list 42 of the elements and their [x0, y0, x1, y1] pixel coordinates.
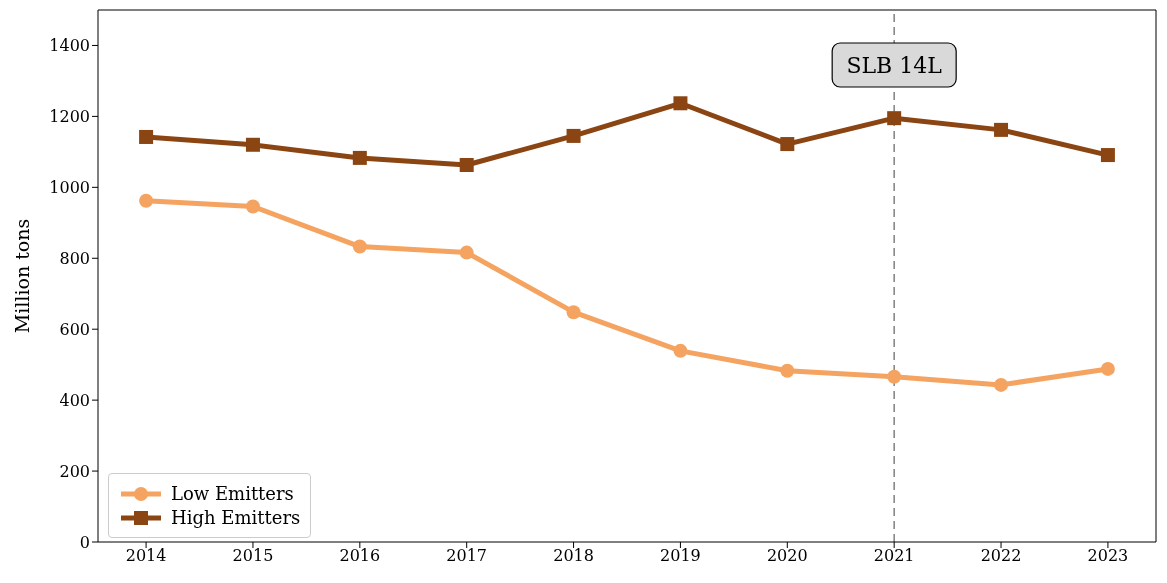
y-axis-title: Million tons: [10, 218, 33, 334]
point: [139, 193, 154, 208]
x-tick-label: 2022: [980, 546, 1022, 566]
point: [780, 363, 795, 378]
point: [459, 245, 474, 260]
point: [245, 199, 260, 214]
x-tick-label: 2019: [660, 546, 701, 566]
y-tick-label: 400: [59, 390, 90, 410]
x-tick-label: 2018: [553, 546, 594, 566]
point: [245, 137, 260, 152]
x-tick-label: 2021: [873, 546, 915, 566]
y-tick-label: 600: [59, 319, 90, 339]
x-tick-label: 2020: [766, 546, 808, 566]
point: [673, 96, 688, 111]
x-tick-label: 2023: [1087, 546, 1129, 566]
x-tick-label: 2015: [232, 546, 274, 566]
legend-label: High Emitters: [171, 507, 301, 528]
y-tick-label: 1200: [49, 107, 90, 127]
point: [887, 111, 902, 126]
y-tick-label: 1400: [49, 36, 90, 56]
legend-label: Low Emitters: [171, 483, 294, 504]
y-tick-label: 200: [59, 461, 90, 481]
point: [566, 305, 581, 320]
point: [994, 377, 1009, 392]
point: [352, 239, 367, 254]
point: [887, 369, 902, 384]
point: [566, 128, 581, 143]
point: [1100, 361, 1115, 376]
y-tick-label: 800: [59, 248, 90, 268]
x-tick-label: 2014: [125, 546, 167, 566]
point: [1100, 148, 1115, 163]
point: [139, 129, 154, 144]
point: [673, 343, 688, 358]
point: [352, 150, 367, 165]
ref-line-label: SLB 14L: [846, 53, 943, 78]
point: [994, 122, 1009, 137]
x-tick-label: 2016: [339, 546, 381, 566]
y-tick-label: 0: [79, 532, 90, 552]
y-tick-label: 1000: [49, 178, 90, 198]
x-tick-label: 2017: [446, 546, 488, 566]
point: [780, 137, 795, 152]
point: [459, 157, 474, 172]
